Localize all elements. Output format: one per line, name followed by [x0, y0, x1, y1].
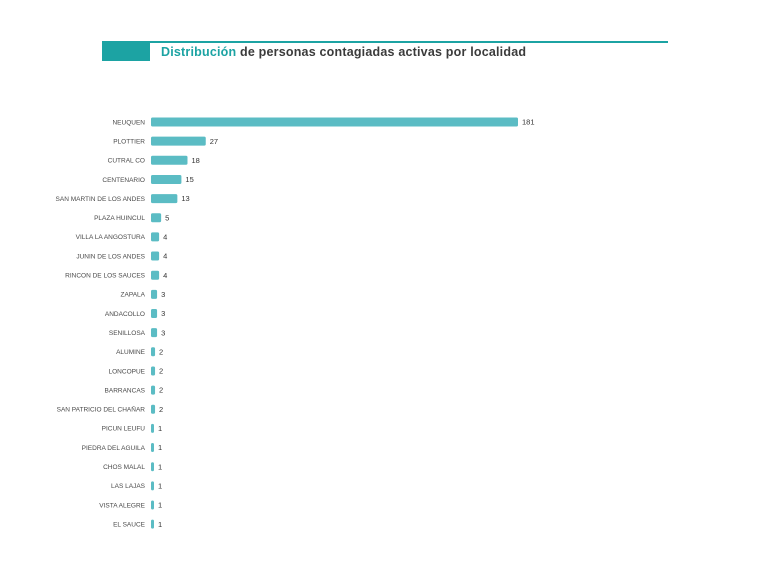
bar	[151, 500, 154, 510]
data-label: 2	[159, 347, 163, 356]
chart-title: Distribución de personas contagiadas act…	[161, 45, 526, 59]
category-label: JUNIN DE LOS ANDES	[76, 253, 145, 260]
category-label: CUTRAL CO	[108, 158, 145, 165]
category-label: ZAPALA	[121, 292, 146, 299]
bar	[151, 519, 154, 529]
chart-title-rest: de personas contagiadas activas por loca…	[236, 45, 527, 59]
category-label: NEUQUEN	[112, 119, 145, 126]
bar	[151, 309, 158, 318]
data-label: 15	[185, 175, 193, 184]
category-label: ANDACOLLO	[105, 311, 145, 318]
data-label: 13	[181, 194, 189, 203]
data-label: 4	[163, 252, 167, 261]
data-label: 4	[163, 233, 167, 242]
bar	[151, 328, 158, 338]
data-label: 1	[158, 520, 162, 529]
bar	[151, 423, 154, 433]
category-label: CHOS MALAL	[103, 464, 145, 471]
header-rule	[150, 41, 668, 43]
data-label: 1	[158, 481, 162, 490]
bar	[151, 366, 156, 376]
bar	[151, 347, 156, 357]
category-label: SAN MARTIN DE LOS ANDES	[56, 196, 146, 203]
bar	[151, 289, 158, 299]
bar	[151, 462, 154, 472]
data-label: 1	[158, 501, 162, 510]
data-label: 1	[158, 424, 162, 433]
data-label: 2	[159, 367, 163, 376]
bar	[151, 117, 518, 127]
data-label: 18	[191, 156, 199, 165]
data-label: 3	[161, 290, 165, 299]
bar	[151, 481, 154, 491]
category-label: SENILLOSA	[109, 330, 146, 337]
bar	[151, 404, 156, 414]
data-label: 4	[163, 271, 167, 280]
category-label: VILLA LA ANGOSTURA	[76, 234, 146, 241]
category-label: PIEDRA DEL AGUILA	[82, 445, 146, 452]
bar	[151, 174, 182, 184]
data-label: 2	[159, 386, 163, 395]
bar	[151, 213, 162, 223]
category-label: CENTENARIO	[102, 177, 145, 184]
category-label: PLAZA HUINCUL	[94, 215, 145, 222]
bar	[151, 443, 154, 453]
bar	[151, 136, 206, 146]
category-label: PLOTTIER	[113, 138, 145, 145]
category-label: ALUMINE	[116, 349, 146, 356]
category-label: RINCON DE LOS SAUCES	[65, 273, 145, 280]
bar	[151, 155, 188, 165]
data-label: 1	[158, 443, 162, 452]
data-label: 1	[158, 462, 162, 471]
bar	[151, 270, 160, 280]
bar	[151, 194, 178, 204]
bar	[151, 251, 160, 261]
data-label: 3	[161, 309, 165, 318]
data-label: 2	[159, 405, 163, 414]
bar	[151, 232, 160, 242]
category-label: EL SAUCE	[113, 521, 146, 528]
data-label: 5	[165, 213, 169, 222]
data-label: 27	[210, 137, 218, 146]
category-label: VISTA ALEGRE	[99, 502, 145, 509]
data-label: 181	[522, 118, 535, 127]
category-label: LONCOPUE	[109, 368, 146, 375]
category-label: BARRANCAS	[105, 387, 146, 394]
category-label: SAN PATRICIO DEL CHAÑAR	[57, 405, 146, 414]
bar	[151, 385, 156, 395]
data-label: 3	[161, 328, 165, 337]
header-accent-block	[102, 41, 150, 61]
category-label: LAS LAJAS	[111, 483, 146, 490]
category-label: PICUN LEUFU	[102, 426, 146, 433]
chart-title-accent: Distribución	[161, 45, 237, 59]
